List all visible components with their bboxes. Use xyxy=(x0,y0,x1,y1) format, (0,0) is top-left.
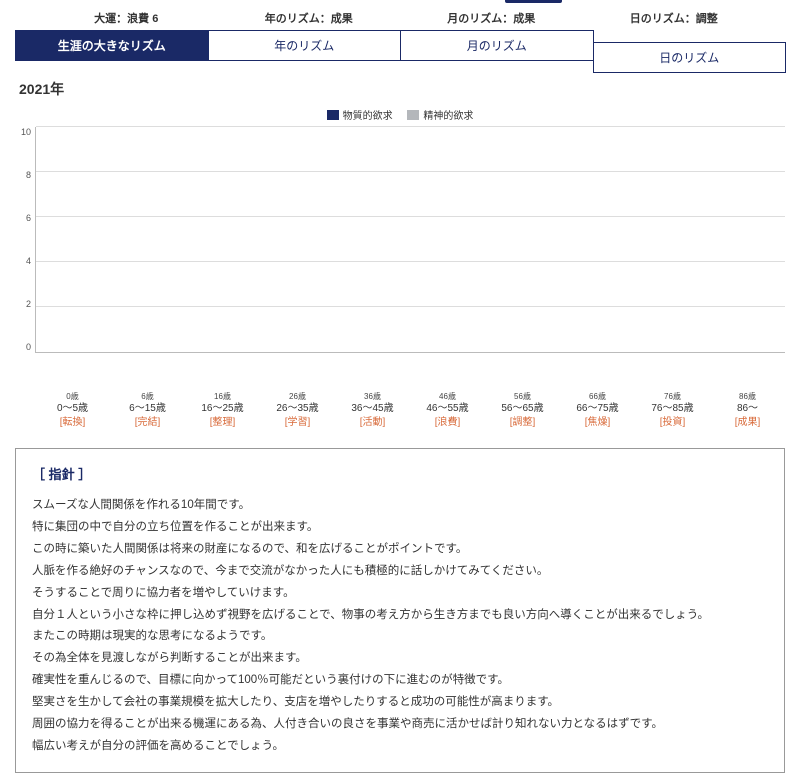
x-tick: 36歳36〜45歳[活動] xyxy=(335,391,410,430)
chart-legend: 物質的欲求 精神的欲求 xyxy=(15,107,785,123)
x-range: 36〜45歳 xyxy=(335,402,410,416)
x-age: 66歳 xyxy=(560,391,635,402)
guide-line: 特に集団の中で自分の立ち位置を作ることが出来ます。 xyxy=(32,517,768,539)
x-tick: 16歳16〜25歳[整理] xyxy=(185,391,260,430)
y-tick: 2 xyxy=(21,299,31,309)
guide-line: その為全体を見渡しながら判断することが出来ます。 xyxy=(32,648,768,670)
x-tick: 0歳0〜5歳[転換] xyxy=(35,391,110,430)
year-title: 2021年 xyxy=(19,79,785,99)
legend-label-2: 精神的欲求 xyxy=(423,107,473,122)
x-age: 26歳 xyxy=(260,391,335,402)
x-range: 56〜65歳 xyxy=(485,402,560,416)
bar-groups xyxy=(36,127,785,352)
x-age: 56歳 xyxy=(485,391,560,402)
x-range: 6〜15歳 xyxy=(110,402,185,416)
guide-line: 人脈を作る絶好のチャンスなので、今まで交流がなかった人にも積極的に話しかけてみて… xyxy=(32,561,768,583)
tab-day[interactable]: 日のリズム xyxy=(593,42,787,73)
x-label: [活動] xyxy=(335,416,410,430)
gridline xyxy=(36,261,785,262)
x-label: [転換] xyxy=(35,416,110,430)
tab-bar: 生涯の大きなリズム 年のリズム 月のリズム 日のリズム xyxy=(15,30,785,61)
x-range: 76〜85歳 xyxy=(635,402,710,416)
x-age: 6歳 xyxy=(110,391,185,402)
x-age: 76歳 xyxy=(635,391,710,402)
guide-line: 堅実さを生かして会社の事業規模を拡大したり、支店を増やしたりすると成功の可能性が… xyxy=(32,692,768,714)
y-tick: 4 xyxy=(21,256,31,266)
y-tick: 6 xyxy=(21,213,31,223)
guide-line: この時に築いた人間関係は将来の財産になるので、和を広げることがポイントです。 xyxy=(32,539,768,561)
x-label: [投資] xyxy=(635,416,710,430)
legend-series1: 物質的欲求 xyxy=(327,107,393,122)
guide-line: 幅広い考えが自分の評価を高めることでしょう。 xyxy=(32,736,768,758)
rhythm-labels: 大運：浪費 6 年のリズム：成果 月のリズム：成果 日のリズム：調整 xyxy=(15,10,785,30)
tab-month[interactable]: 月のリズム xyxy=(400,30,594,61)
guide-body: スムーズな人間関係を作れる10年間です。特に集団の中で自分の立ち位置を作ることが… xyxy=(32,495,768,757)
x-age: 0歳 xyxy=(35,391,110,402)
gridline xyxy=(36,216,785,217)
x-label: [学習] xyxy=(260,416,335,430)
tab-life[interactable]: 生涯の大きなリズム xyxy=(15,30,209,61)
y-tick: 8 xyxy=(21,170,31,180)
guide-line: またこの時期は現実的な思考になるようです。 xyxy=(32,626,768,648)
x-range: 0〜5歳 xyxy=(35,402,110,416)
y-axis: 10 8 6 4 2 0 xyxy=(21,127,35,353)
x-label: [浪費] xyxy=(410,416,485,430)
x-tick: 76歳76〜85歳[投資] xyxy=(635,391,710,430)
gridline xyxy=(36,171,785,172)
x-age: 46歳 xyxy=(410,391,485,402)
x-label: [完結] xyxy=(110,416,185,430)
y-tick: 10 xyxy=(21,127,31,137)
x-label: [成果] xyxy=(710,416,785,430)
x-range: 16〜25歳 xyxy=(185,402,260,416)
x-tick: 26歳26〜35歳[学習] xyxy=(260,391,335,430)
today-button[interactable]: 今日に戻る xyxy=(505,0,562,3)
x-age: 86歳 xyxy=(710,391,785,402)
swatch-series2 xyxy=(407,110,419,120)
x-label: [整理] xyxy=(185,416,260,430)
gridline xyxy=(36,306,785,307)
chart-area: 10 8 6 4 2 0 xyxy=(15,127,785,387)
x-label: [調整] xyxy=(485,416,560,430)
y-tick: 0 xyxy=(21,342,31,352)
label-year: 年のリズム：成果 xyxy=(218,10,401,26)
x-tick: 6歳6〜15歳[完結] xyxy=(110,391,185,430)
swatch-series1 xyxy=(327,110,339,120)
label-life: 大運：浪費 6 xyxy=(35,10,218,26)
tab-year[interactable]: 年のリズム xyxy=(208,30,402,61)
x-axis: 0歳0〜5歳[転換]6歳6〜15歳[完結]16歳16〜25歳[整理]26歳26〜… xyxy=(35,391,785,430)
x-range: 86〜 xyxy=(710,402,785,416)
x-tick: 86歳86〜[成果] xyxy=(710,391,785,430)
label-day: 日のリズム：調整 xyxy=(583,10,766,26)
guide-line: 自分１人という小さな枠に押し込めず視野を広げることで、物事の考え方から生き方まで… xyxy=(32,605,768,627)
x-age: 36歳 xyxy=(335,391,410,402)
guide-line: スムーズな人間関係を作れる10年間です。 xyxy=(32,495,768,517)
label-month: 月のリズム：成果 xyxy=(400,10,583,26)
guide-line: 確実性を重んじるので、目標に向かって100％可能だという裏付けの下に進むのが特徴… xyxy=(32,670,768,692)
guide-title: ［ 指針 ］ xyxy=(32,463,768,488)
x-tick: 56歳56〜65歳[調整] xyxy=(485,391,560,430)
gridline xyxy=(36,126,785,127)
legend-label-1: 物質的欲求 xyxy=(343,107,393,122)
x-age: 16歳 xyxy=(185,391,260,402)
x-tick: 46歳46〜55歳[浪費] xyxy=(410,391,485,430)
guide-box: ［ 指針 ］ スムーズな人間関係を作れる10年間です。特に集団の中で自分の立ち位… xyxy=(15,448,785,773)
x-range: 26〜35歳 xyxy=(260,402,335,416)
guide-line: そうすることで周りに協力者を増やしていけます。 xyxy=(32,583,768,605)
guide-line: 周囲の協力を得ることが出来る機運にある為、人付き合いの良さを事業や商売に活かせば… xyxy=(32,714,768,736)
x-tick: 66歳66〜75歳[焦燥] xyxy=(560,391,635,430)
x-range: 66〜75歳 xyxy=(560,402,635,416)
legend-series2: 精神的欲求 xyxy=(407,107,473,122)
x-label: [焦燥] xyxy=(560,416,635,430)
x-range: 46〜55歳 xyxy=(410,402,485,416)
plot-area xyxy=(35,127,785,353)
